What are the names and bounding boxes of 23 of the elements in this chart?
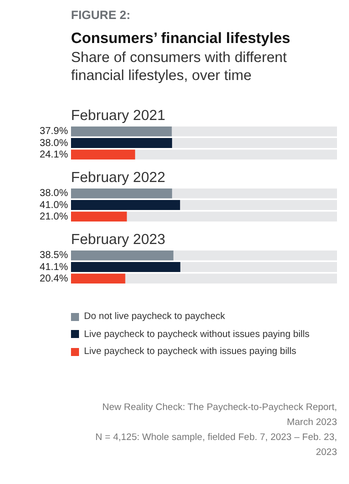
data-label: 38.0% — [40, 188, 68, 200]
y-tick-label: February 2021 — [71, 108, 166, 124]
data-label: 38.0% — [40, 138, 68, 149]
data-label: 21.0% — [40, 211, 68, 222]
bar — [71, 212, 127, 222]
data-label: 41.1% — [40, 262, 68, 273]
caption: FIGURE 2: — [71, 8, 130, 22]
legend-label: Live paycheck to paycheck without issues paying bills — [84, 328, 310, 340]
chart-subtitle: Share of consumers with different financial lifestyles, over time — [71, 49, 288, 85]
text: N = 4,125: Whole sample, fielded Feb. 7, 2023 – Feb. 23, 2023 — [94, 431, 337, 460]
text: New Reality Check: The Paycheck-to-Paycheck Report, March 2023 — [101, 401, 337, 430]
data-label: 24.1% — [40, 149, 68, 160]
data-label: 41.0% — [40, 200, 68, 211]
y-tick-label: February 2022 — [71, 170, 166, 186]
data-label: 20.4% — [40, 273, 68, 284]
bar — [71, 150, 136, 160]
legend-label: Live paycheck to paycheck with issues paying bills — [84, 346, 296, 358]
data-label: 37.9% — [40, 126, 68, 138]
bar — [71, 274, 126, 284]
y-tick-label: February 2023 — [71, 232, 166, 248]
legend-label: Do not live paycheck to paycheck — [84, 311, 225, 322]
chart-title: Consumers’ financial lifestyles — [71, 30, 290, 47]
data-label: 38.5% — [40, 250, 68, 262]
